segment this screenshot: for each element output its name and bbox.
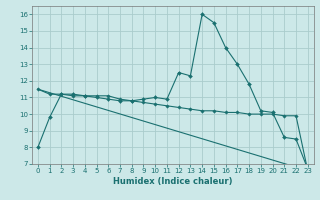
X-axis label: Humidex (Indice chaleur): Humidex (Indice chaleur) bbox=[113, 177, 233, 186]
